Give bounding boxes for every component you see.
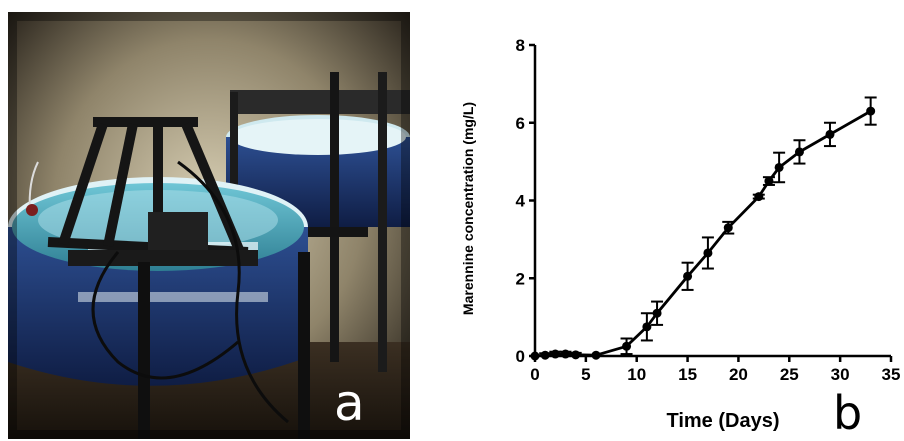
x-tick-label: 20 bbox=[729, 365, 748, 384]
data-point bbox=[723, 223, 733, 233]
data-point bbox=[622, 341, 632, 351]
chart-axes bbox=[533, 45, 891, 358]
y-tick-label: 6 bbox=[516, 114, 525, 133]
data-point bbox=[703, 248, 713, 258]
data-point bbox=[794, 147, 804, 157]
data-point bbox=[683, 271, 693, 281]
x-tick-label: 5 bbox=[581, 365, 590, 384]
photo-panel: a bbox=[8, 12, 410, 439]
data-point bbox=[561, 349, 571, 359]
data-point bbox=[550, 349, 560, 359]
data-point bbox=[825, 129, 835, 139]
x-tick-label: 35 bbox=[882, 365, 901, 384]
y-axis-title: Marennine concentration (mg/L) bbox=[460, 102, 476, 315]
chart-series bbox=[530, 96, 877, 361]
x-axis-title: Time (Days) bbox=[666, 410, 779, 432]
data-point bbox=[764, 176, 774, 186]
x-tick-label: 10 bbox=[627, 365, 646, 384]
x-tick-label: 0 bbox=[530, 365, 539, 384]
photo-aquarium-tank-icon bbox=[8, 12, 410, 439]
data-point bbox=[652, 308, 662, 318]
data-point bbox=[591, 350, 601, 360]
y-tick-label: 8 bbox=[516, 36, 525, 55]
data-point bbox=[866, 106, 876, 116]
y-tick-label: 4 bbox=[516, 192, 526, 211]
data-point bbox=[571, 350, 581, 360]
data-point bbox=[540, 350, 550, 360]
panel-b-label: b bbox=[833, 386, 863, 440]
chart-ticks: 0 5 10 15 20 25 30 35 0 2 4 6 8 bbox=[516, 36, 901, 384]
data-point bbox=[754, 192, 764, 202]
chart-panel: 0 5 10 15 20 25 30 35 0 2 4 6 8 Time (Days) Marennin… bbox=[440, 0, 904, 441]
data-point bbox=[642, 322, 652, 332]
panel-a-label: a bbox=[334, 374, 365, 432]
x-tick-label: 15 bbox=[678, 365, 697, 384]
y-tick-label: 2 bbox=[516, 269, 525, 288]
series-line bbox=[534, 109, 872, 358]
line-chart: 0 5 10 15 20 25 30 35 0 2 4 6 8 Time (Days) Marennin… bbox=[460, 36, 901, 432]
data-point bbox=[774, 162, 784, 172]
data-point bbox=[530, 351, 540, 361]
y-tick-label: 0 bbox=[516, 347, 525, 366]
x-tick-label: 25 bbox=[780, 365, 799, 384]
x-tick-label: 30 bbox=[831, 365, 850, 384]
